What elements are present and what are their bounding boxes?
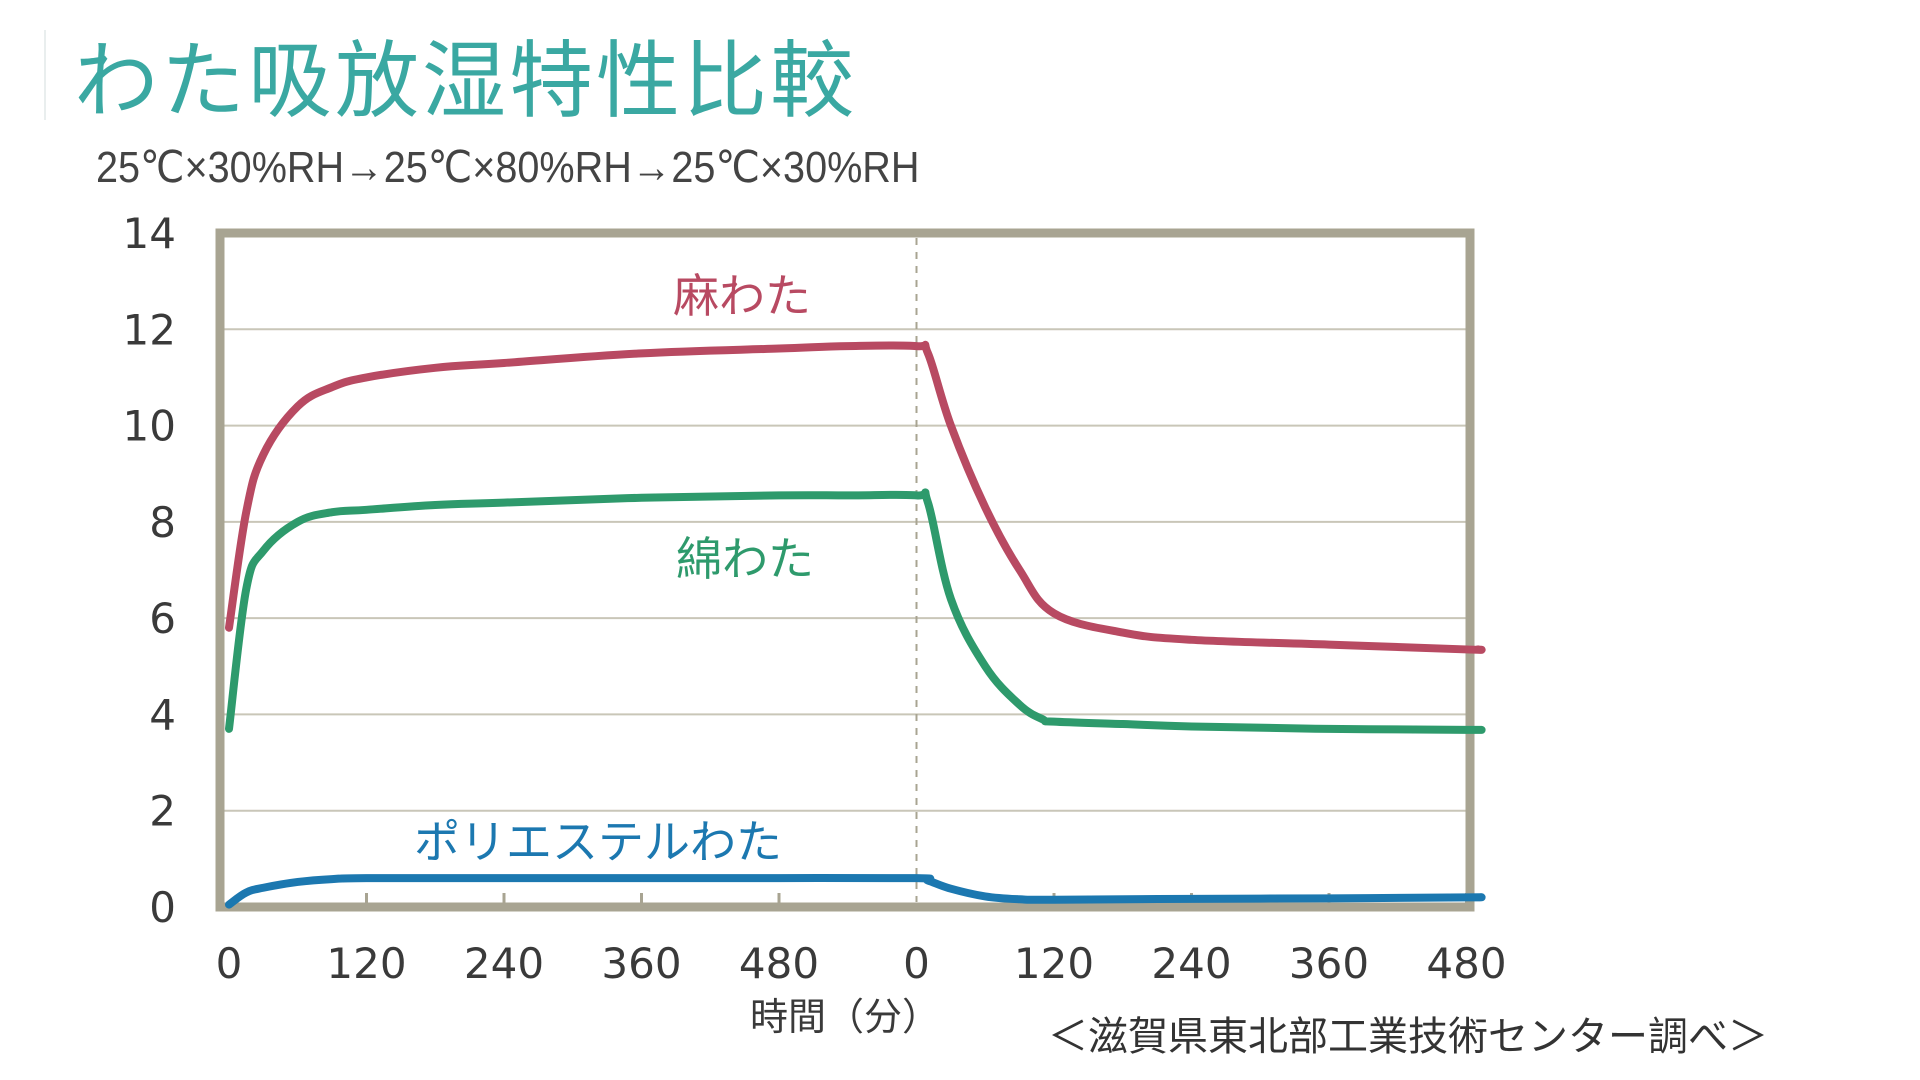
page-title: わた吸放湿特性比較 bbox=[74, 32, 858, 130]
y-tick-label: 2 bbox=[149, 787, 176, 836]
source-note: ＜滋賀県東北部工業技術センター調べ＞ bbox=[1048, 1014, 1768, 1060]
grid-layer bbox=[220, 328, 1470, 812]
y-tick-label: 0 bbox=[149, 883, 176, 932]
x-axis-label: 時間（分） bbox=[750, 995, 940, 1039]
chart-subtitle: 25℃×30%RH→25℃×80%RH→25℃×30%RH bbox=[96, 143, 920, 192]
x-tick-label: 0 bbox=[216, 939, 243, 988]
x-tick-label: 120 bbox=[1014, 939, 1094, 988]
plot-frame bbox=[215, 228, 1475, 912]
series-line-men bbox=[225, 488, 1486, 734]
y-tick-label: 4 bbox=[149, 690, 176, 739]
x-tick-label: 360 bbox=[1289, 939, 1369, 988]
series-line-poly bbox=[225, 873, 1486, 909]
x-tick-label: 480 bbox=[739, 939, 819, 988]
series-line-asa bbox=[225, 340, 1486, 654]
series-label-men: 綿わた bbox=[676, 532, 814, 586]
y-tick-label: 8 bbox=[149, 498, 176, 547]
x-tick-label: 240 bbox=[1151, 939, 1231, 988]
x-tick-label: 0 bbox=[903, 939, 930, 988]
x-tick-label: 360 bbox=[601, 939, 681, 988]
y-tick-label: 10 bbox=[123, 402, 176, 451]
series-layer bbox=[225, 340, 1486, 909]
series-label-asa: 麻わた bbox=[673, 269, 811, 323]
x-tick-label: 240 bbox=[464, 939, 544, 988]
series-label-poly: ポリエステルわた bbox=[414, 815, 782, 869]
y-tick-label: 6 bbox=[149, 594, 176, 643]
tick-layer: 0 2 4 6 8 10 12 14 0 120 240 360 480 0 120 240 360 480 時間（… bbox=[123, 209, 1507, 1039]
y-tick-label: 12 bbox=[123, 305, 176, 354]
title-accent-bar bbox=[44, 30, 46, 120]
x-tick-label: 480 bbox=[1426, 939, 1506, 988]
y-tick-label: 14 bbox=[123, 209, 176, 258]
x-tick-label: 120 bbox=[326, 939, 406, 988]
